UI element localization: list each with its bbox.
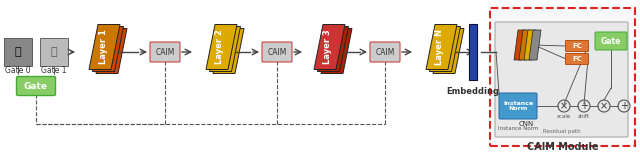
Text: Layer 3: Layer 3 <box>323 30 333 64</box>
Text: shift: shift <box>578 113 590 118</box>
FancyBboxPatch shape <box>495 22 628 137</box>
FancyBboxPatch shape <box>566 53 589 65</box>
Polygon shape <box>433 28 464 73</box>
Text: ×: × <box>600 101 608 111</box>
Polygon shape <box>317 26 349 71</box>
Polygon shape <box>524 30 536 60</box>
Text: Layer N: Layer N <box>435 29 445 65</box>
Text: CNN: CNN <box>518 121 534 127</box>
Text: Residual path: Residual path <box>543 130 580 134</box>
Text: 👤: 👤 <box>15 47 21 57</box>
Text: +: + <box>580 101 588 111</box>
FancyBboxPatch shape <box>150 42 180 62</box>
Text: 👤: 👤 <box>51 47 58 57</box>
Text: Gate: Gate <box>601 36 621 45</box>
Polygon shape <box>429 26 461 71</box>
FancyBboxPatch shape <box>490 8 635 146</box>
FancyBboxPatch shape <box>262 42 292 62</box>
Text: CAIM: CAIM <box>375 47 395 57</box>
FancyBboxPatch shape <box>595 32 627 50</box>
Text: FC: FC <box>572 56 582 62</box>
FancyBboxPatch shape <box>4 38 32 66</box>
Text: Instance Norm: Instance Norm <box>498 126 538 130</box>
Text: Gate: Gate <box>24 81 48 91</box>
Text: Layer 1: Layer 1 <box>99 30 108 64</box>
Text: +: + <box>620 101 628 111</box>
Polygon shape <box>519 30 531 60</box>
Polygon shape <box>314 24 345 69</box>
FancyBboxPatch shape <box>469 24 477 80</box>
Polygon shape <box>426 24 457 69</box>
Polygon shape <box>96 28 127 73</box>
Polygon shape <box>209 26 241 71</box>
Text: FC: FC <box>572 43 582 49</box>
Polygon shape <box>321 28 352 73</box>
Polygon shape <box>89 24 120 69</box>
Text: CAIM: CAIM <box>268 47 287 57</box>
Text: Instance
Norm: Instance Norm <box>503 101 533 111</box>
Text: scale: scale <box>557 113 571 118</box>
Text: CAIM Module: CAIM Module <box>527 142 598 152</box>
Polygon shape <box>529 30 541 60</box>
FancyBboxPatch shape <box>566 41 589 51</box>
Text: CAIM: CAIM <box>156 47 175 57</box>
Text: Embedding: Embedding <box>447 87 499 97</box>
FancyBboxPatch shape <box>40 38 68 66</box>
FancyBboxPatch shape <box>17 77 56 95</box>
Polygon shape <box>514 30 526 60</box>
Polygon shape <box>206 24 237 69</box>
Polygon shape <box>93 26 124 71</box>
Text: Gate 0: Gate 0 <box>5 65 31 75</box>
Polygon shape <box>213 28 244 73</box>
FancyBboxPatch shape <box>499 93 537 119</box>
Text: Layer 2: Layer 2 <box>216 30 225 64</box>
FancyBboxPatch shape <box>370 42 400 62</box>
Text: Gate 1: Gate 1 <box>41 65 67 75</box>
Text: ×: × <box>560 101 568 111</box>
